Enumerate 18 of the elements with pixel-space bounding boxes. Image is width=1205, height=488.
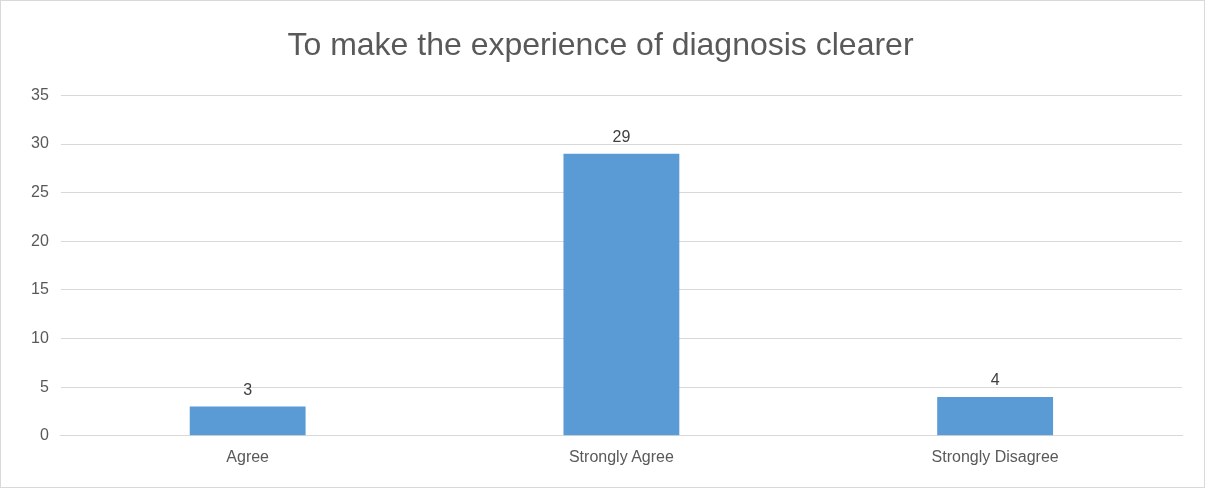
data-label: 3 — [243, 381, 253, 399]
bar — [563, 153, 680, 436]
x-tick-label: Agree — [226, 447, 270, 465]
bar — [937, 396, 1054, 436]
data-label: 29 — [612, 128, 631, 146]
x-tick-label: Strongly Disagree — [931, 447, 1059, 465]
chart-title: To make the experience of diagnosis clearer — [287, 26, 914, 63]
y-tick-label: 15 — [31, 280, 49, 298]
x-tick-label: Strongly Agree — [568, 447, 674, 465]
y-tick-label: 35 — [31, 85, 49, 103]
data-label: 4 — [990, 371, 1000, 389]
y-tick-label: 30 — [31, 134, 49, 152]
y-tick-label: 25 — [31, 183, 49, 201]
bar — [189, 406, 306, 436]
y-tick-label: 20 — [31, 231, 49, 249]
y-tick-label: 0 — [39, 426, 49, 444]
y-tick-label: 5 — [39, 377, 49, 395]
y-tick-label: 10 — [31, 328, 49, 346]
